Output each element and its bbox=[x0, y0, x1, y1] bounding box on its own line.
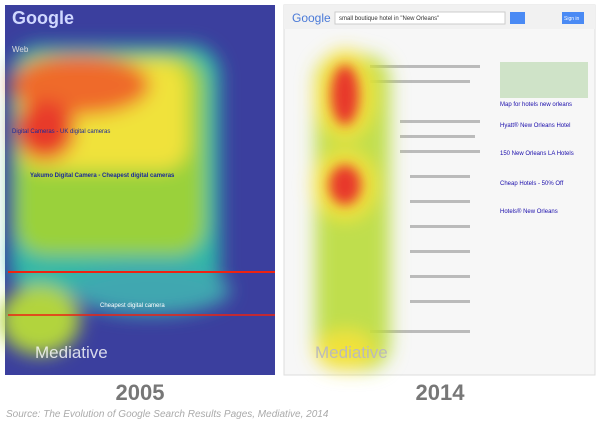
result-lines bbox=[370, 65, 480, 333]
tab: Web bbox=[12, 45, 29, 54]
source: Source: The Evolution of Google Search R… bbox=[6, 409, 329, 420]
logo: Google bbox=[292, 11, 331, 25]
search-box[interactable] bbox=[334, 11, 506, 25]
map bbox=[500, 62, 588, 98]
sign-in[interactable] bbox=[562, 12, 584, 24]
ad: Hyatt® New Orleans Hotel bbox=[500, 122, 570, 129]
ad: Hotels® New Orleans bbox=[500, 208, 558, 215]
year-label: 2014 bbox=[416, 380, 466, 405]
result: Yakumo Digital Camera - Cheapest digital… bbox=[30, 173, 175, 179]
logo: Google bbox=[12, 8, 74, 28]
result: Digital Cameras - UK digital cameras bbox=[12, 129, 110, 135]
watermark: Mediative bbox=[315, 343, 388, 362]
panel-2005: Google Web Yakumo Digital Camera - Cheap… bbox=[0, 5, 275, 375]
query: small boutique hotel in "New Orleans" bbox=[339, 16, 439, 22]
sign-in-label: Sign in bbox=[564, 16, 580, 22]
ad: 150 New Orleans LA Hotels bbox=[500, 151, 574, 157]
heatmap bbox=[0, 45, 230, 355]
watermark: Mediative bbox=[35, 343, 108, 362]
year-label: 2005 bbox=[116, 380, 165, 405]
result: Cheapest digital camera bbox=[100, 303, 165, 309]
search-button[interactable] bbox=[510, 12, 525, 24]
heatmap-hot bbox=[329, 65, 361, 205]
ad: Cheap Hotels - 50% Off bbox=[500, 181, 564, 187]
heatmap bbox=[313, 50, 390, 370]
map-link: Map for hotels new orleans bbox=[500, 102, 572, 108]
panel-2014: Google small boutique hotel in "New Orle… bbox=[283, 4, 596, 376]
